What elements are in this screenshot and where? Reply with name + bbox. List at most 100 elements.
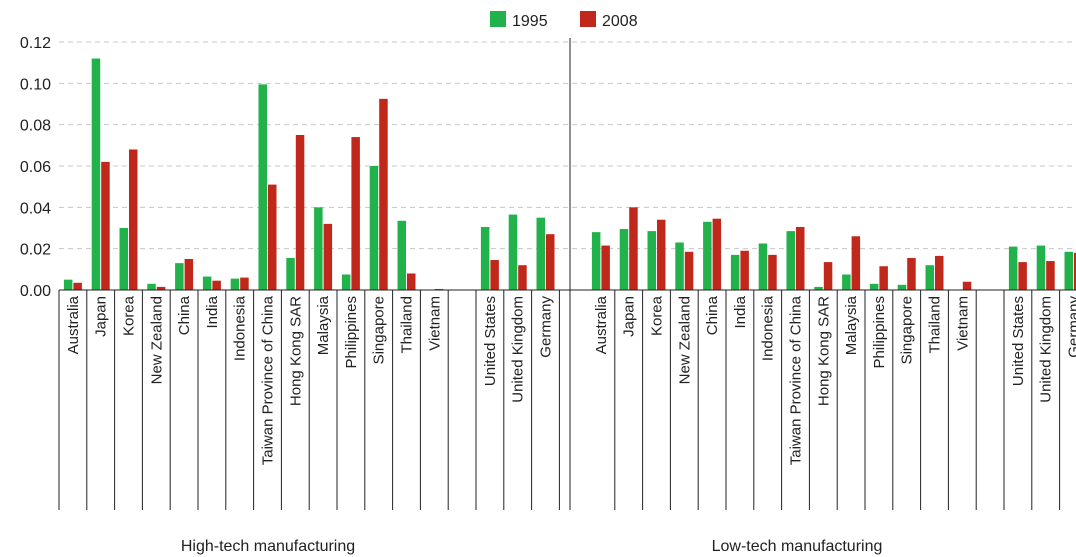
category-label: Korea [649,295,666,336]
category-label: India [732,295,749,328]
category-label: Taiwan Province of China [788,295,805,465]
bar-2008 [879,266,888,290]
category-label: Indonesia [232,295,249,361]
legend-label: 2008 [602,13,638,30]
bars [63,58,1076,291]
bar-2008 [823,262,833,290]
category-label: Malaysia [315,295,332,355]
bar-1995 [63,279,73,290]
bar-1995 [508,214,518,290]
category-label: Japan [93,296,110,337]
gridlines [59,41,1076,250]
category-label: Vietnam [954,296,971,351]
bar-2008 [796,226,805,290]
bar-1995 [675,242,684,290]
category-label: China [704,295,721,335]
bar-2008 [629,207,638,290]
legend-swatch-1995 [490,11,506,27]
y-tick-label: 0.00 [20,283,51,300]
category-label: New Zealand [148,296,165,384]
category-label: Philippines [871,296,888,369]
bar-1995 [397,220,406,290]
bar-2008 [407,273,416,290]
bar-1995 [786,231,795,290]
bar-1995 [147,283,156,290]
bar-2008 [240,277,249,290]
bar-2008 [295,135,305,290]
bar-2008 [212,280,221,290]
category-label: New Zealand [676,296,693,384]
category-label: Australia [65,295,82,354]
bar-2008 [268,184,277,290]
legend-label: 1995 [512,13,548,30]
bar-1995 [647,231,656,290]
bar-2008 [379,98,388,290]
bar-1995 [814,286,823,290]
bar-1995 [842,274,851,290]
bar-2008 [156,286,166,290]
bar-2008 [768,254,777,290]
category-label: Australia [593,295,610,354]
bar-1995 [591,232,601,290]
legend: 1995 2008 [490,11,638,30]
category-label: United States [1010,296,1027,386]
category-label: Korea [121,295,138,336]
bar-2008 [1046,261,1055,290]
bar-2008 [684,251,694,290]
category-label: United States [482,296,499,386]
legend-swatch-2008 [580,11,596,27]
category-label: Singapore [371,296,388,364]
bar-2008 [351,137,360,290]
bar-1995 [925,265,934,290]
bar-1995 [369,166,379,290]
y-tick-label: 0.12 [20,35,51,52]
bar-1995 [536,217,545,290]
bar-2008 [323,223,333,290]
category-label: Thailand [927,296,944,354]
category-label: China [176,295,193,335]
y-tick-label: 0.06 [20,159,51,176]
bar-1995 [1064,251,1073,290]
x-axis: Australia Japan Korea New Zealand China India… [58,38,1076,510]
bar-1995 [730,254,740,290]
category-label: Hong Kong SAR [287,296,304,406]
y-axis: 0.00 0.02 0.04 0.06 0.08 0.10 0.12 [20,35,51,300]
category-label: Hong Kong SAR [815,296,832,406]
bar-1995 [286,257,295,290]
bar-1995 [119,228,128,290]
bar-1995 [480,226,490,290]
category-label: Taiwan Province of China [260,295,277,465]
group-labels: High-tech manufacturing Low-tech manufact… [181,538,883,555]
bar-2008 [518,265,527,290]
category-label: Singapore [899,296,916,364]
bar-2008 [1074,252,1076,290]
bar-2008 [935,255,944,290]
group-label: Low-tech manufacturing [712,538,883,555]
bar-1995 [619,229,629,290]
category-label: India [204,295,221,328]
y-tick-label: 0.04 [20,200,51,217]
bar-2008 [490,260,499,290]
bar-2008 [740,250,749,290]
bar-1995 [91,58,101,291]
bar-1995 [258,84,267,290]
bar-1995 [1008,246,1018,290]
bar-2008 [129,149,138,290]
bar-2008 [712,218,722,290]
bar-2008 [1018,262,1027,290]
bar-1995 [202,276,212,290]
bar-2008 [184,259,194,290]
category-label: United Kingdom [1038,296,1055,403]
category-label: Germany [1066,296,1076,358]
category-label: Vietnam [426,296,443,351]
bar-1995 [897,284,907,290]
bar-2008 [962,281,972,290]
group-label: High-tech manufacturing [181,538,355,555]
bar-2008 [601,245,610,290]
bar-1995 [1036,245,1046,290]
bar-2008 [434,288,444,290]
bar-2008 [101,161,110,290]
bar-2008 [907,257,916,290]
y-tick-label: 0.08 [20,118,51,135]
